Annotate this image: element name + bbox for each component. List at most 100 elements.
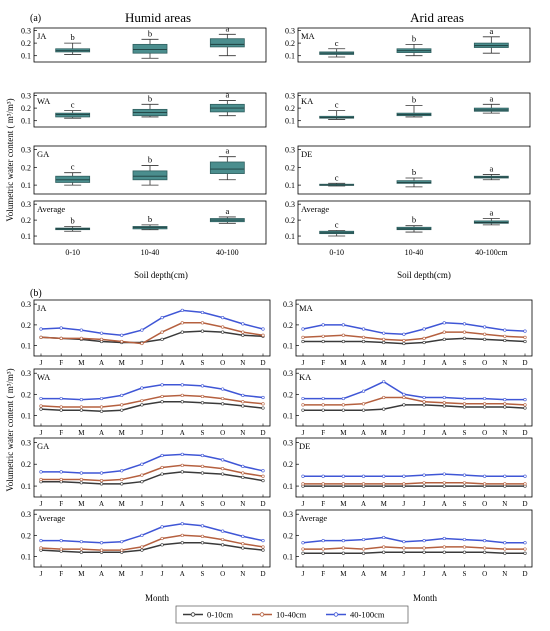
line-humid-wa-point-40-100cm (120, 393, 124, 397)
box-humid-ga-subplot: 0.1 0.2 0.3 GA c b a (21, 145, 267, 195)
y-axis-label-b: Volumetric water content ( m³/m³) (5, 368, 15, 491)
line-arid-ma-point-40-100cm (361, 327, 366, 331)
line-humid-ja-month-tick-label: O (220, 359, 225, 367)
line-arid-de-point-40-100cm (301, 474, 305, 478)
box-humid-ga-frame (33, 145, 267, 195)
line-humid-ga-point-40-100cm (120, 469, 124, 473)
line-humid-ja-month-tick-label: N (240, 359, 245, 367)
line-humid-ja-month-tick-label: D (260, 359, 265, 367)
line-humid-ga-series-10-40cm (41, 464, 264, 482)
box-arid-de-site-label: DE (301, 149, 312, 159)
line-humid-average-month-tick-label: O (220, 570, 225, 578)
line-humid-ga-point-40-100cm (180, 452, 184, 456)
box-arid-de-significance-letter: a (489, 163, 493, 173)
box-arid-ma-significance-letter: c (335, 38, 339, 48)
line-arid-ma-month-tick-label: M (340, 359, 347, 367)
line-humid-ga-month-tick-label: J (40, 500, 43, 508)
line-arid-ka-point-10-40cm (503, 402, 507, 406)
line-arid-ka-point-0-10cm (483, 405, 487, 409)
line-arid-average-point-10-40cm (301, 547, 305, 551)
box-arid-average-ytick-label: 0.1 (285, 232, 295, 241)
line-humid-ja-point-10-40cm (241, 330, 245, 334)
line-arid-ka-point-40-100cm (503, 398, 507, 402)
line-arid-ka-series-40-100cm (303, 380, 525, 401)
line-humid-ja-frame (33, 299, 271, 357)
line-humid-ja-point-10-40cm (79, 336, 83, 340)
line-humid-average-point-40-100cm (39, 539, 43, 543)
line-arid-ka-point-10-40cm (382, 395, 386, 400)
legend-marker-10-40 (259, 612, 265, 617)
line-humid-ga-point-0-10cm (140, 480, 144, 484)
line-arid-de-point-10-40cm (462, 481, 467, 485)
box-arid-ka-frame (297, 92, 531, 128)
line-arid-ma-point-10-40cm (361, 335, 366, 339)
line-arid-de-point-40-100cm (402, 474, 406, 478)
box-humid-average-site-label: Average (37, 204, 65, 214)
line-humid-wa-month-tick-label: M (119, 429, 126, 437)
line-humid-wa-month-tick-label: M (78, 429, 85, 437)
line-arid-ka-point-40-100cm (301, 396, 305, 401)
box-arid-average-frame (297, 200, 531, 245)
box-humid-ja-significance-letter: b (148, 28, 152, 38)
box-humid-ja-ytick-label: 0.3 (21, 27, 31, 36)
line-humid-average-month-tick-label: D (260, 570, 265, 578)
line-arid-average-point-40-100cm (402, 540, 406, 544)
line-arid-de-subplot: 0.1 0.2 0.3 DE J F M A M J J A S O N D (283, 437, 533, 508)
line-arid-ka-point-10-40cm (402, 395, 406, 400)
line-arid-ma-series-10-40cm (302, 331, 526, 342)
line-arid-ma-point-0-10cm (442, 337, 446, 342)
line-arid-average-month-tick-label: J (302, 570, 305, 578)
line-arid-ka-point-40-100cm (462, 396, 467, 401)
line-arid-de-site-label: DE (299, 441, 310, 451)
line-humid-wa-point-0-10cm (241, 404, 245, 408)
line-arid-de-month-tick-label: N (502, 500, 507, 508)
line-arid-ma-point-40-100cm (442, 321, 446, 325)
line-humid-ja-point-10-40cm (59, 336, 63, 340)
line-arid-ka-point-40-100cm (483, 396, 487, 401)
line-arid-average-month-tick-label: S (463, 570, 467, 578)
line-humid-wa-month-tick-label: O (220, 429, 225, 437)
line-arid-average-point-0-10cm (361, 551, 366, 555)
line-humid-wa-point-40-100cm (39, 396, 43, 401)
line-arid-ka-point-40-100cm (382, 380, 386, 384)
line-humid-ja-point-40-100cm (99, 331, 104, 335)
line-humid-wa-point-10-40cm (221, 396, 225, 401)
line-humid-wa-site-label: WA (37, 372, 51, 382)
line-humid-ja-point-40-100cm (200, 310, 205, 315)
line-arid-ka-series-0-10cm (303, 404, 526, 411)
line-arid-ma-point-0-10cm (321, 339, 325, 344)
box-arid-ka-significance-letter: c (335, 100, 339, 110)
line-humid-ga-point-10-40cm (261, 474, 265, 478)
line-arid-de-point-40-100cm (382, 474, 386, 478)
line-humid-average-series-0-10cm (40, 541, 264, 553)
line-humid-ga-point-0-10cm (241, 475, 245, 479)
line-arid-ma-month-tick-label: S (463, 359, 467, 367)
box-humid-average-ytick-label: 0.3 (21, 200, 31, 209)
line-arid-de-point-10-40cm (402, 482, 406, 486)
line-humid-wa-point-10-40cm (241, 400, 245, 404)
line-humid-average-point-0-10cm (221, 543, 225, 547)
box-arid-de-ytick-label: 0.2 (285, 163, 295, 172)
line-arid-ma-month-tick-label: O (482, 359, 487, 367)
line-arid-ka-month-tick-label: M (381, 429, 388, 437)
line-arid-ka-point-40-100cm (321, 396, 325, 401)
line-arid-ma-frame (295, 299, 533, 357)
arid-areas-title: Arid areas (410, 10, 464, 25)
box-humid-ga-box (132, 170, 168, 181)
line-humid-ja-point-40-100cm (221, 316, 225, 320)
line-humid-wa-series-10-40cm (40, 394, 264, 408)
line-arid-ma-point-40-100cm (321, 323, 325, 327)
line-humid-wa-month-tick-label: J (141, 429, 144, 437)
line-humid-ja-ytick-label: 0.1 (21, 342, 31, 351)
line-arid-average-month-tick-label: J (403, 570, 406, 578)
line-humid-wa-point-0-10cm (79, 408, 83, 412)
line-humid-average-month-tick-label: N (240, 570, 245, 578)
line-arid-ka-point-40-100cm (422, 395, 426, 400)
line-humid-average-point-40-100cm (140, 533, 144, 537)
line-arid-ma-ytick-label: 0.1 (283, 342, 293, 351)
line-humid-average-point-40-100cm (59, 539, 63, 543)
line-arid-ma-point-40-100cm (523, 329, 527, 333)
line-arid-ma-point-40-100cm (301, 327, 305, 331)
line-humid-ga-series-40-100cm (41, 453, 264, 474)
line-arid-average-month-tick-label: A (442, 570, 447, 578)
